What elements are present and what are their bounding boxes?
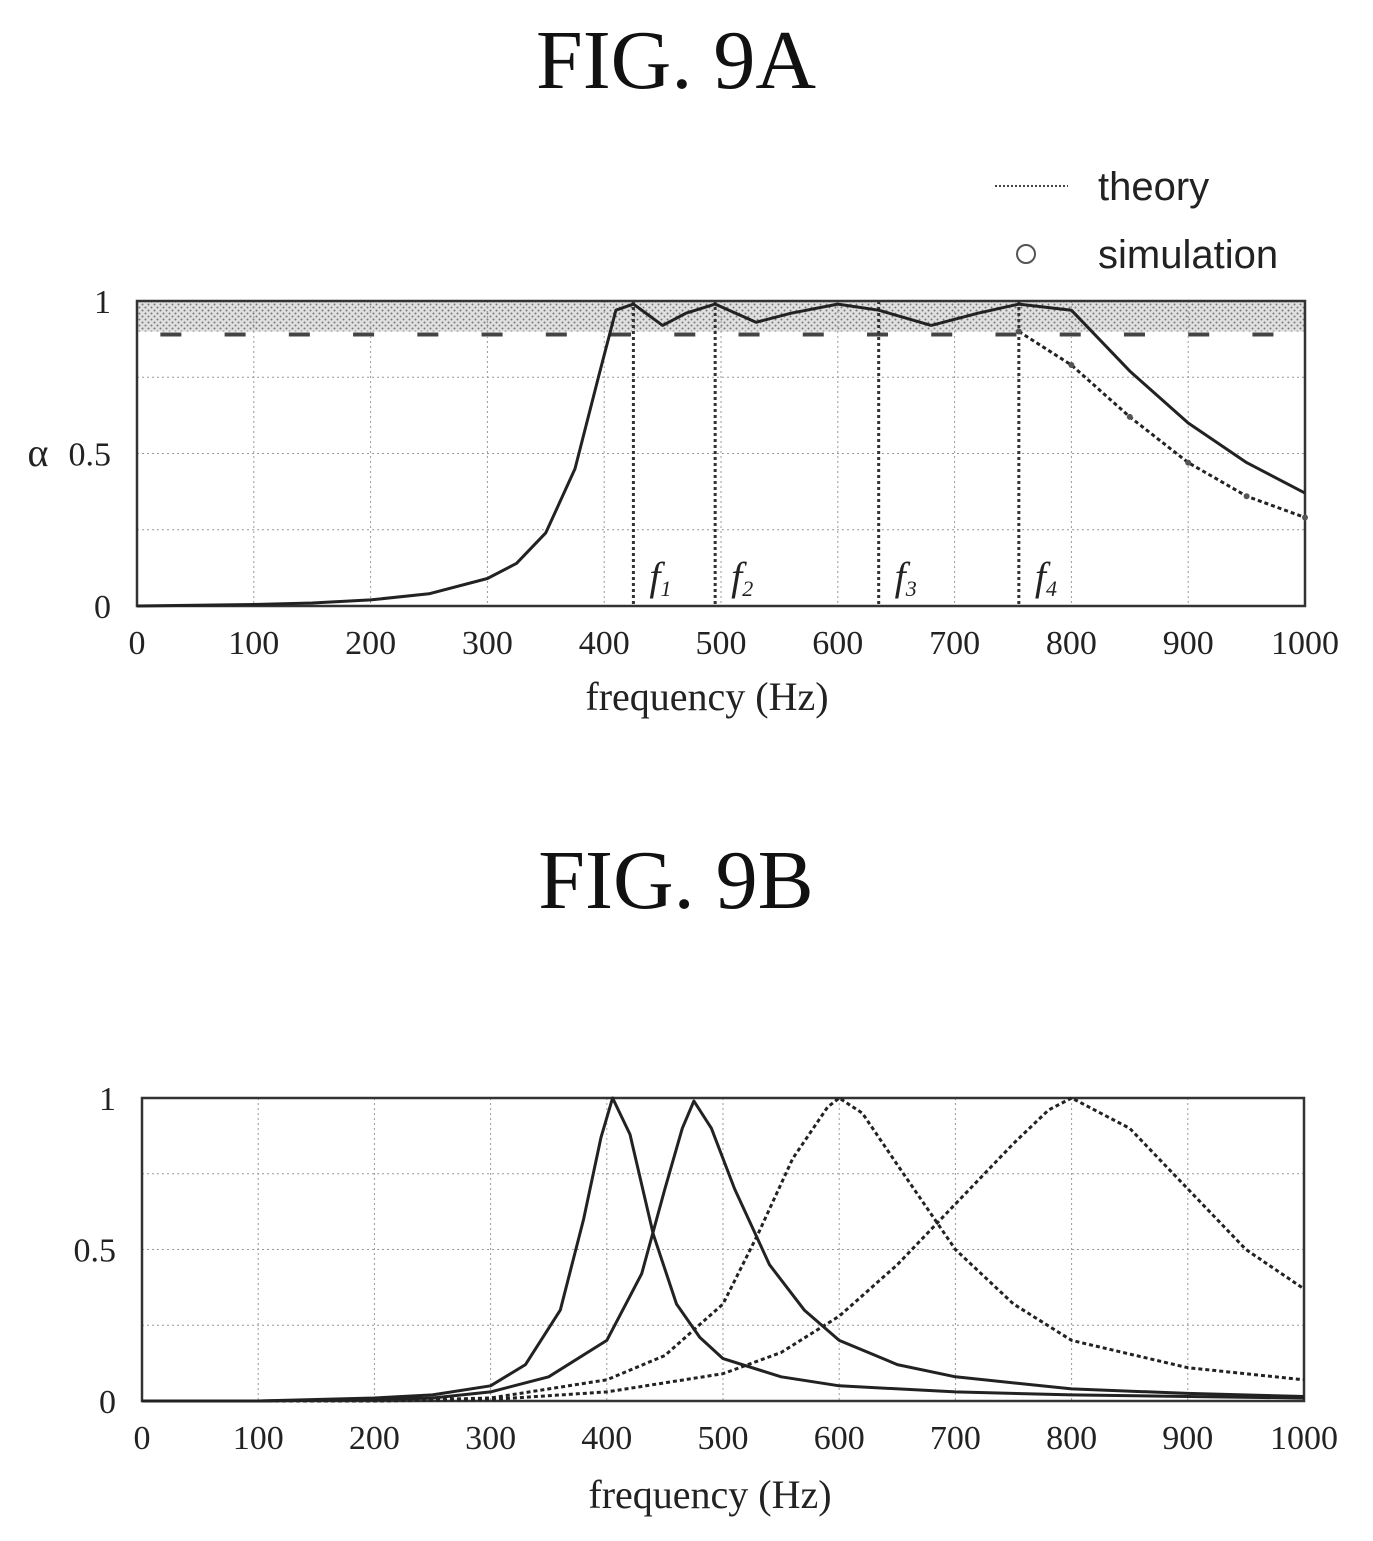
vertical-markers: f1 f2 f3 f4 (631, 301, 1057, 606)
marker-subscript: 3 (905, 576, 917, 601)
x-tick-label: 700 (929, 625, 980, 662)
y-ticks: 00.51 (74, 1081, 117, 1421)
x-tick-label: 1000 (1270, 1420, 1338, 1457)
chart-fig-9b: FIG. 9B 0 100 200 300 400 500 600 700 800 900 1000… (74, 834, 1339, 1517)
y-tick-label: 0.5 (74, 1233, 117, 1270)
simulation-point (1185, 459, 1192, 466)
x-tick-label: 500 (696, 625, 747, 662)
chart-title: FIG. 9A (536, 14, 816, 107)
marker-label: f1 (649, 554, 671, 601)
x-tick-label: 600 (812, 625, 863, 662)
chart-title: FIG. 9B (538, 834, 813, 927)
y-tick-label: 1 (99, 1081, 116, 1118)
x-tick-label: 400 (581, 1420, 632, 1457)
x-ticks: 0 100 200 300 400 500 600 700 800 900 1000 (134, 1420, 1339, 1457)
x-tick-label: 900 (1162, 1420, 1213, 1457)
x-ticks: 0 100 200 300 400 500 600 700 800 900 1000 (129, 625, 1340, 662)
simulation-point (1015, 328, 1022, 335)
x-tick-label: 800 (1046, 1420, 1097, 1457)
series-line (142, 1096, 1305, 1403)
plot-frame (135, 299, 1307, 608)
x-tick-label: 200 (345, 625, 396, 662)
series-group (142, 1096, 1305, 1403)
x-tick-label: 0 (134, 1420, 151, 1457)
marker-subscript: 2 (742, 576, 753, 601)
y-tick-label: 1 (94, 284, 111, 321)
series-line (142, 1096, 1305, 1403)
x-tick-label: 800 (1046, 625, 1097, 662)
y-tick-label: 0.5 (69, 437, 112, 474)
marker-subscript: 1 (661, 576, 672, 601)
legend-label: theory (1098, 165, 1209, 209)
x-tick-label: 600 (814, 1420, 865, 1457)
marker-subscript: 4 (1046, 576, 1057, 601)
series-group (136, 302, 1308, 608)
simulation-point (1302, 514, 1308, 521)
legend-circle-swatch (1016, 244, 1036, 264)
x-axis-label: frequency (Hz) (585, 674, 828, 719)
series-line (136, 302, 1306, 608)
marker-label: f2 (731, 554, 753, 601)
grid (137, 301, 1305, 606)
plot-frame (140, 1096, 1306, 1403)
y-tick-label: 0 (94, 589, 111, 626)
series-line (142, 1099, 1305, 1403)
series-line (1017, 330, 1306, 519)
legend-label: simulation (1098, 233, 1278, 277)
marker-label: f4 (1035, 554, 1057, 601)
x-tick-label: 700 (930, 1420, 981, 1457)
simulation-point (1068, 362, 1075, 369)
x-tick-label: 100 (228, 625, 279, 662)
simulation-point (1243, 493, 1250, 500)
x-tick-label: 0 (129, 625, 146, 662)
y-ticks: 00.51 (69, 284, 112, 626)
y-tick-label: 0 (99, 1384, 116, 1421)
y-axis-label: α (28, 430, 49, 475)
grid (142, 1098, 1304, 1401)
chart-fig-9a: FIG. 9A theory simulation f1 f2 f3 f4 0 100 2… (28, 14, 1339, 719)
x-axis-label: frequency (Hz) (588, 1472, 831, 1517)
x-tick-label: 900 (1163, 625, 1214, 662)
x-tick-label: 100 (233, 1420, 284, 1457)
x-tick-label: 200 (349, 1420, 400, 1457)
x-tick-label: 300 (462, 625, 513, 662)
simulation-point (1126, 413, 1133, 420)
x-tick-label: 300 (465, 1420, 516, 1457)
legend: theory simulation (995, 165, 1278, 277)
x-tick-label: 1000 (1271, 625, 1339, 662)
x-tick-label: 500 (698, 1420, 749, 1457)
marker-label: f3 (895, 554, 917, 601)
x-tick-label: 400 (579, 625, 630, 662)
